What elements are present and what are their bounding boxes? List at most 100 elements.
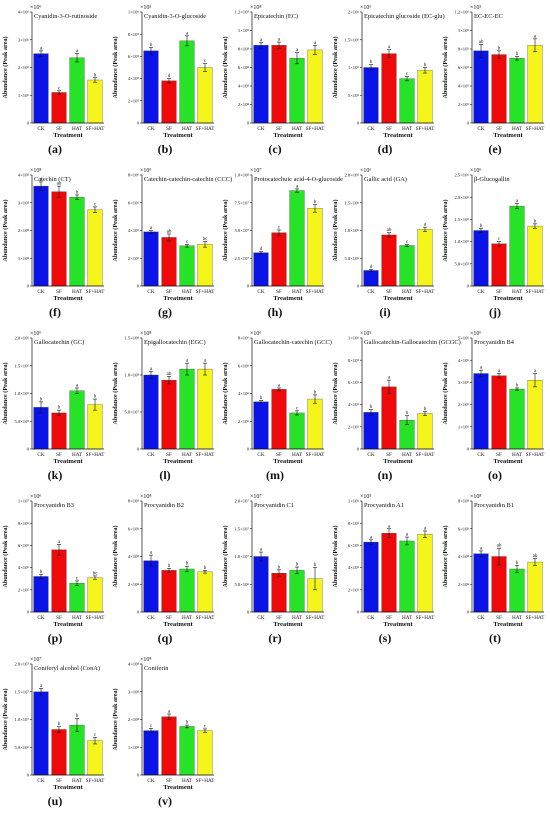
chart-title: Procyanidin B3 xyxy=(34,502,74,509)
y-tick-label: 6×10⁶ xyxy=(18,543,29,548)
axis-exponent: ×10⁶ xyxy=(360,168,371,174)
x-tick-label: SF xyxy=(276,126,282,132)
panel-label: (j) xyxy=(489,305,501,319)
x-axis-label: Treatment xyxy=(273,621,303,628)
x-axis-label: Treatment xyxy=(383,458,413,465)
chart-title: Coniferin xyxy=(144,665,169,672)
bar xyxy=(509,568,525,613)
chart-title: Cyanidin-3-O-glucoside xyxy=(144,13,206,20)
significance-letter: c xyxy=(406,72,409,77)
y-tick-label: 3×10⁸ xyxy=(18,200,29,205)
axis-exponent: ×10⁷ xyxy=(250,494,261,500)
x-axis-label: Treatment xyxy=(163,295,193,302)
significance-letter: ab xyxy=(387,228,392,233)
x-tick-label: SF xyxy=(276,289,282,295)
bar xyxy=(161,716,177,776)
x-tick-label: HAT xyxy=(512,126,523,132)
x-tick-label: HAT xyxy=(402,615,413,621)
y-tick-label: 2×10⁶ xyxy=(348,10,359,15)
y-tick-label: 0 xyxy=(27,121,30,126)
significance-letter: d xyxy=(370,265,373,270)
bar xyxy=(399,78,415,124)
y-tick-label: 4×10⁸ xyxy=(458,554,469,559)
chart-panel: Procyanidin B1 ×10⁸ 0 2×10⁸ 4×10⁸ 6×10⁸ 8×10⁸ a… xyxy=(442,494,545,645)
x-axis-label: Treatment xyxy=(53,295,83,302)
bar xyxy=(33,576,49,613)
bar xyxy=(197,730,213,776)
y-tick-label: 1.5×10⁷ xyxy=(234,526,249,531)
y-tick-label: 1.5×10⁶ xyxy=(14,363,29,368)
chart-panel: Catechin (CT) ×10⁸ 0 1×10⁸ 2×10⁸ 3×10⁸ 4×10⁸ a C… xyxy=(2,168,105,319)
x-tick-label: CK xyxy=(257,126,264,132)
y-tick-label: 2×10⁵ xyxy=(458,102,469,107)
panel-label: (v) xyxy=(158,794,172,808)
significance-letter: ab xyxy=(167,372,172,377)
significance-letter: b xyxy=(186,562,189,567)
panel-label: (o) xyxy=(488,468,502,482)
y-tick-label: 4×10⁵ xyxy=(348,402,359,407)
y-tick-label: 0 xyxy=(467,610,470,615)
chart-title: Cyanidin-3-O-rutinoside xyxy=(34,13,97,20)
bar xyxy=(69,724,85,776)
bar xyxy=(271,45,287,124)
x-tick-label: CK xyxy=(367,289,374,295)
x-tick-label: SF+HAT xyxy=(416,452,436,458)
significance-letter: a xyxy=(204,359,207,364)
bar xyxy=(33,407,49,450)
significance-letter: b xyxy=(76,190,79,195)
significance-letter: a xyxy=(424,526,427,531)
x-tick-label: HAT xyxy=(72,126,83,132)
significance-letter: a xyxy=(260,548,263,553)
bar xyxy=(527,561,543,613)
y-tick-label: 8×10⁶ xyxy=(18,521,29,526)
x-tick-label: CK xyxy=(367,452,374,458)
chart-title: EC-EC-EC xyxy=(474,13,503,20)
y-tick-label: 2.5×10⁷ xyxy=(234,256,249,261)
y-tick-label: 2.0×10⁷ xyxy=(234,499,249,504)
bar xyxy=(491,243,507,287)
bar xyxy=(69,582,85,613)
y-tick-label: 0 xyxy=(27,284,30,289)
y-tick-label: 8×10⁶ xyxy=(128,173,139,178)
significance-letter: a xyxy=(534,369,537,374)
x-tick-label: SF xyxy=(56,289,62,295)
chart-title: Protocatechuic acid-4-O-glucoside xyxy=(254,176,343,183)
x-tick-label: SF+HAT xyxy=(416,289,436,295)
bar xyxy=(69,390,85,450)
y-tick-label: 1×10⁶ xyxy=(128,10,139,15)
bar xyxy=(161,570,177,613)
y-tick-label: 4×10⁸ xyxy=(128,554,139,559)
y-tick-label: 2.0×10⁷ xyxy=(14,662,29,667)
axis-exponent: ×10⁶ xyxy=(30,494,41,500)
y-tick-label: 1×10⁸ xyxy=(128,745,139,750)
x-tick-label: SF+HAT xyxy=(196,778,216,784)
y-tick-label: 1.5×10⁶ xyxy=(454,217,469,222)
x-tick-label: CK xyxy=(147,778,154,784)
bar xyxy=(509,58,525,124)
axis-exponent: ×10⁸ xyxy=(140,331,151,337)
bar xyxy=(161,80,177,124)
bar xyxy=(179,368,195,450)
y-tick-label: 8×10⁸ xyxy=(128,499,139,504)
y-tick-label: 0 xyxy=(467,284,470,289)
significance-letter: a xyxy=(296,48,299,53)
chart-panel: Procyanidin B2 ×10⁸ 0 2×10⁸ 4×10⁸ 6×10⁸ 8×10⁸ a… xyxy=(112,494,215,645)
y-tick-label: 1.2×10⁶ xyxy=(454,10,469,15)
x-tick-label: HAT xyxy=(182,778,193,784)
y-tick-label: 2×10⁵ xyxy=(128,98,139,103)
bar xyxy=(197,244,213,287)
significance-letter: b xyxy=(58,406,61,411)
x-tick-label: SF+HAT xyxy=(416,126,436,132)
chart-panel: Gallocatechin-catechin (GCC) ×10⁶ 0 2×10⁶ 4×… xyxy=(222,331,332,482)
x-tick-label: HAT xyxy=(512,289,523,295)
x-axis-label: Treatment xyxy=(493,458,523,465)
axis-exponent: ×10⁶ xyxy=(250,331,261,337)
bar xyxy=(491,375,507,450)
y-tick-label: 8×10⁸ xyxy=(458,499,469,504)
y-tick-label: 1×10⁶ xyxy=(458,424,469,429)
x-axis-label: Treatment xyxy=(383,621,413,628)
panel-label: (g) xyxy=(158,305,172,319)
panel-label: (h) xyxy=(268,305,283,319)
y-tick-label: 8×10⁵ xyxy=(348,358,359,363)
axis-exponent: ×10⁸ xyxy=(470,494,481,500)
